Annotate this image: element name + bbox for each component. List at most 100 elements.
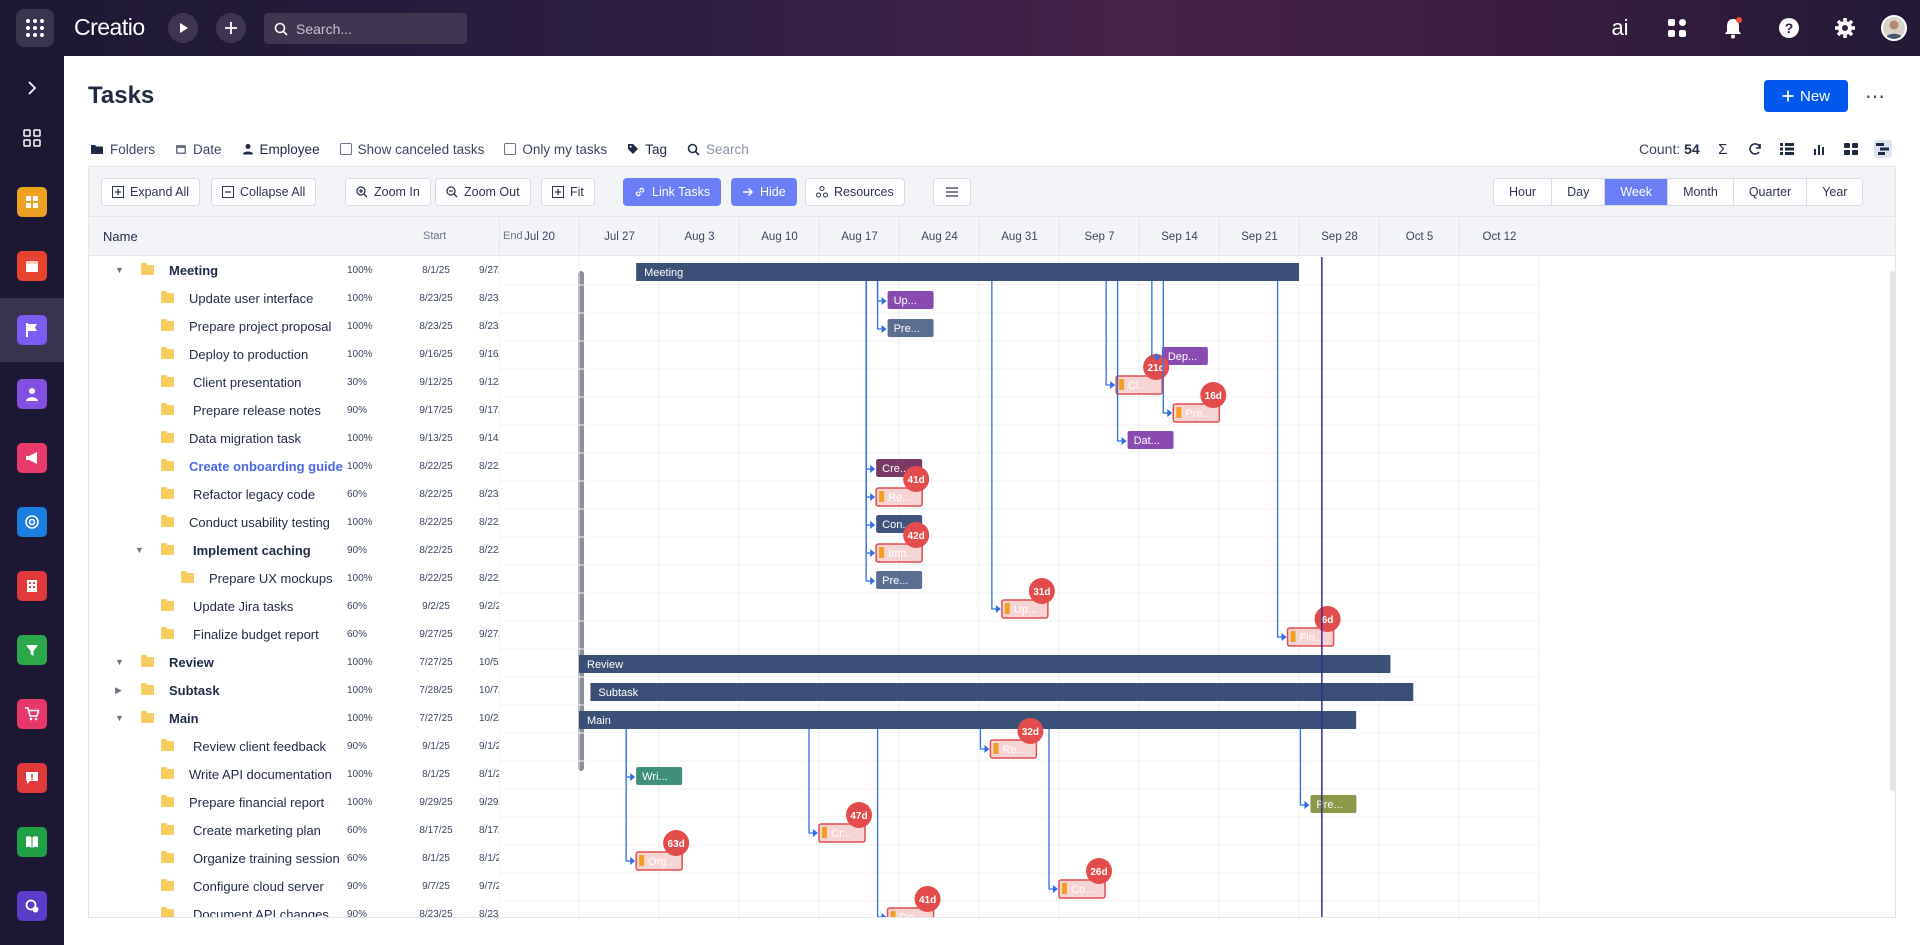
list-view-button[interactable] xyxy=(1778,140,1796,158)
scale-quarter[interactable]: Quarter xyxy=(1734,179,1808,205)
task-row[interactable]: Review client feedback 90% 9/1/25 9/1/25 xyxy=(89,733,499,761)
sidebar-item-workplaces[interactable] xyxy=(0,106,64,170)
task-name[interactable]: Document API changes xyxy=(193,907,329,917)
task-name[interactable]: Meeting xyxy=(169,263,219,278)
task-name[interactable]: Prepare project proposal xyxy=(189,319,332,334)
timeline-scroll-thumb[interactable] xyxy=(1890,271,1896,791)
sidebar-item-orders[interactable] xyxy=(0,682,64,746)
timeline-scrollbar[interactable] xyxy=(1889,261,1897,917)
notifications-button[interactable] xyxy=(1719,14,1747,42)
task-row[interactable]: Client presentation 30% 9/12/25 9/12/25 xyxy=(89,369,499,397)
task-row[interactable]: Update Jira tasks 60% 9/2/25 9/2/25 xyxy=(89,593,499,621)
filter-search[interactable]: Search xyxy=(687,142,749,157)
caret-down-icon[interactable]: ▼ xyxy=(115,657,124,667)
task-name[interactable]: Prepare UX mockups xyxy=(209,571,333,586)
column-end-header[interactable]: End xyxy=(503,230,523,242)
app-launcher-button[interactable] xyxy=(16,9,54,47)
task-name[interactable]: Implement caching xyxy=(193,543,311,558)
task-row[interactable]: ▶ Subtask 100% 7/28/25 10/7/25 xyxy=(89,677,499,705)
caret-down-icon[interactable]: ▼ xyxy=(135,545,144,555)
task-row[interactable]: Prepare UX mockups 100% 8/22/25 8/22/25 xyxy=(89,565,499,593)
task-row[interactable]: Data migration task 100% 9/13/25 9/14/25 xyxy=(89,425,499,453)
task-name[interactable]: Deploy to production xyxy=(189,347,309,362)
task-name[interactable]: Update user interface xyxy=(189,291,314,306)
task-row[interactable]: ▼ Main 100% 7/27/25 10/2/25 xyxy=(89,705,499,733)
task-row[interactable]: Organize training session 60% 8/1/25 8/1/25 xyxy=(89,845,499,873)
sidebar-item-knowledge-base[interactable] xyxy=(0,810,64,874)
refresh-button[interactable] xyxy=(1746,140,1764,158)
sidebar-item-marketing[interactable] xyxy=(0,426,64,490)
filter-employee[interactable]: Employee xyxy=(242,142,320,157)
ai-assistant-button[interactable]: ai xyxy=(1606,14,1634,42)
task-name[interactable]: Main xyxy=(169,711,199,726)
task-name[interactable]: Review client feedback xyxy=(193,739,326,754)
scale-hour[interactable]: Hour xyxy=(1494,179,1553,205)
gantt-menu-button[interactable] xyxy=(933,178,971,206)
more-actions-button[interactable]: ⋯ xyxy=(1860,80,1890,112)
fit-button[interactable]: Fit xyxy=(541,178,595,206)
task-name[interactable]: Configure cloud server xyxy=(193,879,324,894)
filter-folders[interactable]: Folders xyxy=(90,142,155,157)
sidebar-item-email[interactable] xyxy=(0,490,64,554)
task-name[interactable]: Client presentation xyxy=(193,375,302,390)
task-name[interactable]: Review xyxy=(169,655,214,670)
task-row[interactable]: Refactor legacy code 60% 8/22/25 8/23/25 xyxy=(89,481,499,509)
scale-month[interactable]: Month xyxy=(1668,179,1734,205)
sum-button[interactable]: Σ xyxy=(1714,140,1732,158)
filter-only-my[interactable]: Only my tasks xyxy=(504,142,607,157)
link-tasks-button[interactable]: Link Tasks xyxy=(623,178,722,206)
settings-button[interactable] xyxy=(1831,14,1859,42)
sidebar-item-cases[interactable] xyxy=(0,746,64,810)
task-row[interactable]: ▼ Review 100% 7/27/25 10/5/25 xyxy=(89,649,499,677)
hide-links-button[interactable]: Hide xyxy=(731,178,797,206)
gantt-view-button[interactable] xyxy=(1873,140,1892,158)
resources-button[interactable]: Resources xyxy=(805,178,905,206)
task-row[interactable]: Prepare financial report 100% 9/29/25 9/29/… xyxy=(89,789,499,817)
task-name[interactable]: Refactor legacy code xyxy=(193,487,316,502)
expand-all-button[interactable]: Expand All xyxy=(101,178,201,206)
filter-tag[interactable]: Tag xyxy=(627,142,667,157)
sidebar-expand-button[interactable] xyxy=(0,56,64,120)
scale-week[interactable]: Week xyxy=(1605,179,1669,205)
caret-down-icon[interactable]: ▼ xyxy=(115,713,124,723)
scale-day[interactable]: Day xyxy=(1552,179,1606,205)
task-name[interactable]: Data migration task xyxy=(189,431,301,446)
sidebar-item-reports[interactable] xyxy=(0,170,64,234)
task-row[interactable]: Configure cloud server 90% 9/7/25 9/7/25 xyxy=(89,873,499,901)
task-row[interactable]: Create onboarding guide 100% 8/22/25 8/22/2… xyxy=(89,453,499,481)
task-row[interactable]: Prepare release notes 90% 9/17/25 9/17/25 xyxy=(89,397,499,425)
task-row[interactable]: Deploy to production 100% 9/16/25 9/16/25 xyxy=(89,341,499,369)
grid-scroll-thumb[interactable] xyxy=(578,271,584,771)
sidebar-item-contacts[interactable] xyxy=(0,362,64,426)
task-row[interactable]: Write API documentation 100% 8/1/25 8/1/25 xyxy=(89,761,499,789)
sidebar-item-calendar[interactable] xyxy=(0,234,64,298)
user-avatar[interactable] xyxy=(1881,15,1907,41)
task-name[interactable]: Organize training session xyxy=(193,851,340,866)
sidebar-item-tasks[interactable] xyxy=(0,298,64,362)
task-row[interactable]: ▼ Meeting 100% 8/1/25 9/27/25 xyxy=(89,257,499,285)
scale-year[interactable]: Year xyxy=(1822,185,1848,199)
task-name[interactable]: Create onboarding guide xyxy=(189,459,343,474)
task-name[interactable]: Conduct usability testing xyxy=(189,515,330,530)
sidebar-item-accounts[interactable] xyxy=(0,554,64,618)
task-row[interactable]: Conduct usability testing 100% 8/22/25 8/22… xyxy=(89,509,499,537)
task-name[interactable]: Create marketing plan xyxy=(193,823,321,838)
task-row[interactable]: Document API changes 90% 8/23/25 8/23/25 xyxy=(89,901,499,917)
analytics-button[interactable] xyxy=(1810,140,1828,158)
caret-down-icon[interactable]: ▼ xyxy=(115,265,124,275)
task-name[interactable]: Prepare release notes xyxy=(193,403,321,418)
task-name[interactable]: Write API documentation xyxy=(189,767,332,782)
column-start-header[interactable]: Start xyxy=(423,230,447,242)
only-my-checkbox[interactable] xyxy=(504,143,517,155)
sidebar-item-leads[interactable] xyxy=(0,618,64,682)
sidebar-item-studio[interactable] xyxy=(0,874,64,938)
task-name[interactable]: Finalize budget report xyxy=(193,627,319,642)
zoom-in-button[interactable]: Zoom In xyxy=(345,178,431,206)
caret-right-icon[interactable]: ▶ xyxy=(115,685,122,695)
show-canceled-checkbox[interactable] xyxy=(339,143,352,155)
help-button[interactable]: ? xyxy=(1775,14,1803,42)
global-search-input[interactable]: Search... xyxy=(264,13,467,44)
task-row[interactable]: Prepare project proposal 100% 8/23/25 8/23/… xyxy=(89,313,499,341)
task-row[interactable]: Update user interface 100% 8/23/25 8/23/25 xyxy=(89,285,499,313)
task-name[interactable]: Subtask xyxy=(169,683,220,698)
